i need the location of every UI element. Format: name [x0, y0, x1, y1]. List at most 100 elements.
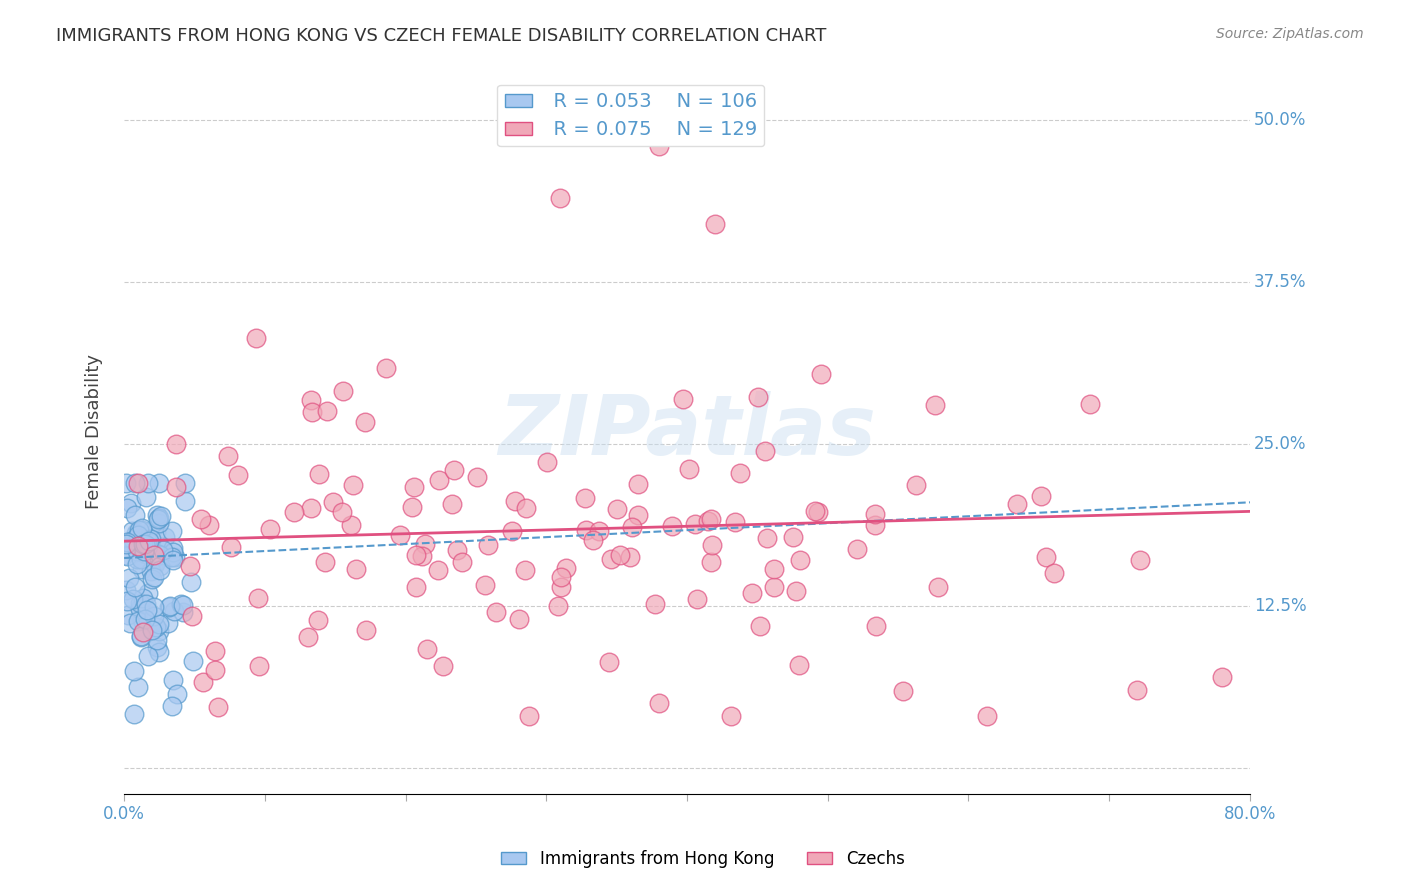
Point [127, 539, 149, 553]
Point [720, 709, 742, 723]
Point [162, 673, 184, 687]
Point [702, 538, 724, 552]
Point [299, 392, 322, 407]
Point [179, 559, 201, 574]
Point [129, 552, 152, 566]
Point [148, 547, 170, 561]
Point [181, 655, 204, 669]
Point [127, 551, 149, 566]
Point [217, 449, 239, 463]
Text: ZIPatlas: ZIPatlas [498, 391, 876, 472]
Point [141, 623, 163, 637]
Point [148, 645, 170, 659]
Point [115, 537, 138, 551]
Point [127, 614, 149, 628]
Point [508, 612, 530, 626]
Point [413, 537, 436, 551]
Point [741, 585, 763, 599]
Point [156, 616, 179, 631]
Point [142, 548, 165, 562]
Point [432, 658, 454, 673]
Point [160, 699, 183, 714]
Point [128, 523, 150, 537]
Point [1042, 566, 1064, 580]
Point [330, 505, 353, 519]
Point [148, 511, 170, 525]
Point [404, 480, 426, 494]
Point [609, 548, 631, 562]
Point [1211, 670, 1233, 684]
Point [550, 191, 572, 205]
Point [221, 541, 243, 555]
Point [515, 563, 537, 577]
Point [139, 564, 162, 578]
Point [807, 505, 830, 519]
Point [170, 597, 193, 611]
Text: IMMIGRANTS FROM HONG KONG VS CZECH FEMALE DISABILITY CORRELATION CHART: IMMIGRANTS FROM HONG KONG VS CZECH FEMAL… [56, 27, 827, 45]
Point [115, 594, 138, 608]
Point [128, 601, 150, 615]
Point [197, 517, 219, 532]
Point [1035, 549, 1057, 564]
Point [131, 561, 153, 575]
Point [344, 562, 367, 576]
Point [599, 552, 621, 566]
Point [247, 659, 270, 673]
Point [125, 526, 148, 541]
Point [149, 508, 172, 523]
Point [146, 508, 169, 523]
Point [245, 331, 267, 345]
Point [117, 608, 139, 623]
Point [307, 613, 329, 627]
Point [700, 555, 723, 569]
Point [247, 591, 270, 605]
Point [517, 709, 540, 723]
Point [165, 480, 187, 494]
Point [754, 443, 776, 458]
Point [131, 521, 153, 535]
Point [315, 555, 337, 569]
Point [547, 599, 569, 614]
Point [574, 491, 596, 505]
Point [135, 538, 157, 552]
Point [515, 501, 537, 516]
Point [477, 538, 499, 552]
Point [924, 398, 946, 412]
Point [762, 562, 785, 576]
Point [443, 463, 465, 477]
Point [755, 531, 778, 545]
Point [172, 599, 194, 613]
Point [118, 571, 141, 585]
Point [401, 500, 423, 515]
Point [128, 596, 150, 610]
Point [138, 534, 160, 549]
Point [132, 537, 155, 551]
Point [661, 519, 683, 533]
Point [322, 495, 344, 509]
Point [332, 384, 354, 399]
Point [1031, 489, 1053, 503]
Point [375, 361, 398, 376]
Point [148, 475, 170, 490]
Point [166, 687, 188, 701]
Point [441, 497, 464, 511]
Point [141, 572, 163, 586]
Point [122, 592, 145, 607]
Point [125, 544, 148, 558]
Point [575, 523, 598, 537]
Point [134, 612, 156, 626]
Point [697, 514, 720, 528]
Point [648, 696, 671, 710]
Point [308, 467, 330, 481]
Point [388, 528, 411, 542]
Point [339, 518, 361, 533]
Point [132, 544, 155, 558]
Point [134, 537, 156, 551]
Point [648, 139, 671, 153]
Point [904, 477, 927, 491]
Point [173, 494, 195, 508]
Point [115, 534, 138, 549]
Legend: Immigrants from Hong Kong, Czechs: Immigrants from Hong Kong, Czechs [495, 844, 911, 875]
Point [588, 524, 610, 538]
Point [118, 615, 141, 630]
